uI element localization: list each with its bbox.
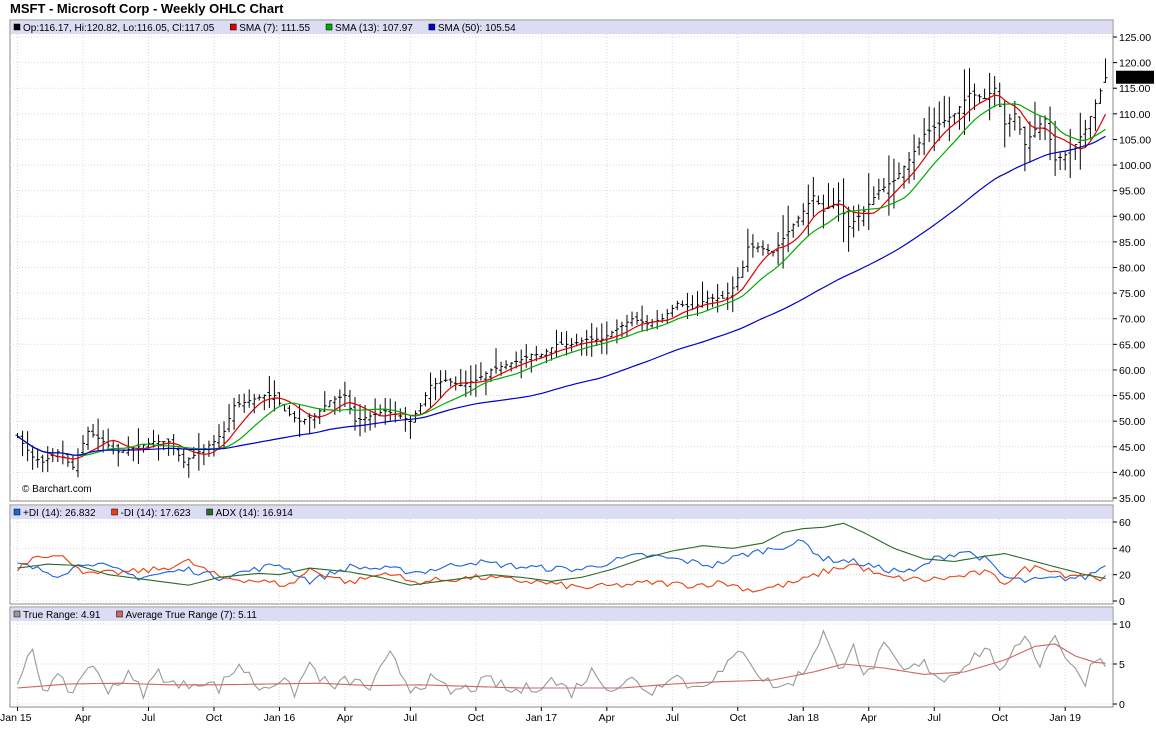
- price-panel-tick-label: 95.00: [1119, 186, 1145, 198]
- chart-title: MSFT - Microsoft Corp - Weekly OHLC Char…: [10, 1, 284, 16]
- price-panel-tick-label: 80.00: [1119, 263, 1145, 275]
- price-panel-tick-label: 35.00: [1119, 493, 1145, 505]
- x-axis-tick-label: Apr: [599, 712, 616, 724]
- last-price-label: 117.05: [1118, 73, 1149, 85]
- x-axis-tick-label: Oct: [730, 712, 746, 724]
- dmi-panel-frame: [9, 504, 1114, 605]
- last-price-box: [1116, 70, 1154, 84]
- price-panel-tick-label: 85.00: [1119, 237, 1145, 249]
- x-axis-tick-label: Jul: [928, 712, 941, 724]
- price-legend-swatch: [428, 23, 436, 31]
- x-axis-tick-label: Jan 19: [1049, 712, 1081, 724]
- dmi-legend-label: +DI (14): 26.832: [23, 508, 96, 519]
- price-panel-tick-label: 125.00: [1119, 32, 1151, 44]
- price-legend-label: Op:116.17, Hi:120.82, Lo:116.05, Cl:117.…: [23, 23, 215, 34]
- tr-panel-tick-label: 10: [1119, 619, 1131, 631]
- dmi-panel-tick-label: 40: [1119, 543, 1131, 555]
- price-legend-label: SMA (7): 111.55: [239, 23, 310, 34]
- dmi-legend-label: -DI (14): 17.623: [121, 508, 191, 519]
- x-axis-tick-label: Apr: [861, 712, 878, 724]
- x-axis-tick-label: Jul: [142, 712, 155, 724]
- x-axis-tick-label: Jan 15: [0, 712, 32, 724]
- dmi-panel-legend-bar: [11, 506, 1112, 519]
- dmi-series-1-line: [17, 555, 1106, 593]
- x-axis-tick-label: Oct: [206, 712, 222, 724]
- price-legend-swatch: [325, 23, 333, 31]
- dmi-panel-tick-label: 0: [1119, 596, 1125, 608]
- x-axis-tick-label: Apr: [75, 712, 92, 724]
- price-legend-label: SMA (50): 105.54: [438, 23, 516, 34]
- price-panel-tick-label: 50.00: [1119, 416, 1145, 428]
- price-panel-tick-label: 65.00: [1119, 339, 1145, 351]
- watermark: © Barchart.com: [22, 484, 92, 495]
- dmi-series-2-line: [17, 522, 1106, 586]
- sma-13-line: [17, 103, 1106, 457]
- price-legend-label: SMA (13): 107.97: [335, 23, 413, 34]
- price-legend-swatch: [13, 23, 21, 31]
- x-axis-tick-label: Jan 18: [788, 712, 820, 724]
- tr-panel-tick-label: 0: [1119, 699, 1125, 711]
- x-axis-tick-label: Oct: [992, 712, 1008, 724]
- tr-legend-label: Average True Range (7): 5.11: [125, 610, 257, 621]
- tr-series-0-line: [16, 629, 1106, 700]
- tr-panel-frame: [9, 606, 1114, 708]
- sma-7-line: [17, 94, 1107, 460]
- price-panel-tick-label: 120.00: [1119, 58, 1151, 70]
- dmi-legend-swatch: [111, 508, 118, 516]
- x-axis-tick-label: Jan 17: [526, 712, 558, 724]
- price-panel-legend-bar: [11, 21, 1112, 34]
- dmi-series-0-line: [17, 539, 1106, 585]
- tr-legend-swatch: [116, 610, 123, 618]
- tr-panel-tick-label: 5: [1119, 659, 1125, 671]
- dmi-legend-label: ADX (14): 16.914: [216, 508, 294, 519]
- price-panel-tick-label: 105.00: [1119, 134, 1151, 146]
- tr-legend-swatch: [13, 610, 21, 618]
- price-panel-tick-label: 110.00: [1119, 109, 1150, 121]
- x-axis-tick-label: Jul: [666, 712, 679, 724]
- price-panel-tick-label: 70.00: [1119, 314, 1145, 326]
- price-panel-tick-label: 75.00: [1119, 288, 1145, 300]
- price-panel-tick-label: 115.00: [1119, 83, 1150, 95]
- x-axis-tick-label: Jul: [404, 712, 417, 724]
- price-panel-tick-label: 60.00: [1119, 365, 1145, 377]
- x-axis-tick-label: Oct: [468, 712, 484, 724]
- x-axis-tick-label: Apr: [337, 712, 354, 724]
- tr-panel-legend-bar: [11, 608, 1112, 621]
- price-panel-tick-label: 90.00: [1119, 211, 1145, 223]
- price-panel-tick-label: 55.00: [1119, 391, 1145, 403]
- price-panel-tick-label: 45.00: [1119, 442, 1145, 454]
- price-panel-frame: [9, 19, 1114, 502]
- dmi-panel-tick-label: 20: [1119, 570, 1131, 582]
- price-panel-tick-label: 100.00: [1119, 160, 1151, 172]
- tr-series-1-line: [17, 643, 1106, 689]
- dmi-panel-tick-label: 60: [1119, 517, 1131, 529]
- dmi-legend-swatch: [206, 508, 213, 516]
- sma-50-line: [17, 135, 1106, 456]
- dmi-legend-swatch: [13, 508, 21, 516]
- x-axis-tick-label: Jan 16: [264, 712, 296, 724]
- price-panel-tick-label: 40.00: [1119, 467, 1145, 479]
- price-legend-swatch: [230, 23, 237, 31]
- tr-legend-label: True Range: 4.91: [23, 610, 101, 621]
